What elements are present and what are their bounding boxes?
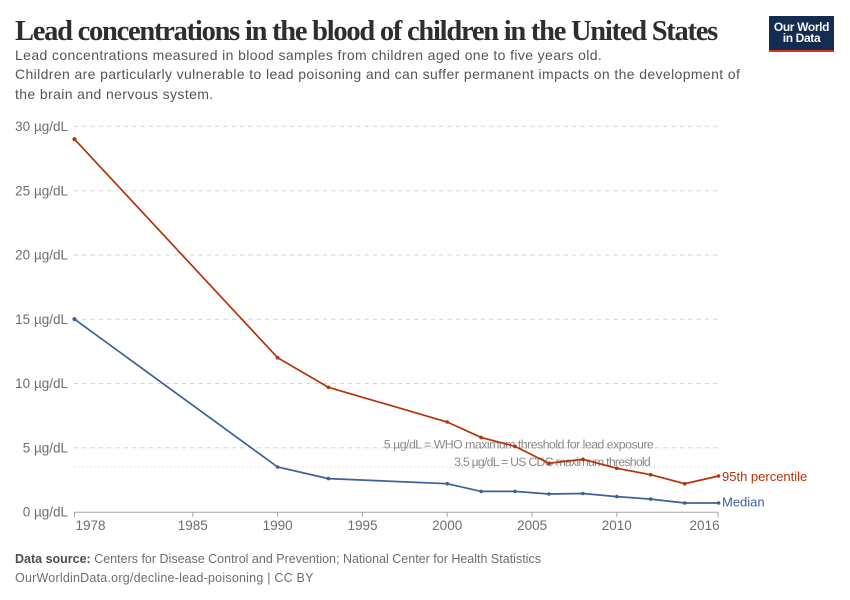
svg-text:Median: Median: [722, 495, 765, 510]
svg-text:5 µg/dL = WHO maximum threshol: 5 µg/dL = WHO maximum threshold for lead…: [384, 437, 654, 451]
svg-text:1995: 1995: [347, 518, 377, 533]
svg-text:95th percentile: 95th percentile: [722, 469, 807, 484]
svg-text:1978: 1978: [76, 518, 106, 533]
svg-text:2005: 2005: [517, 518, 547, 533]
svg-text:1985: 1985: [178, 518, 208, 533]
svg-text:2000: 2000: [432, 518, 462, 533]
svg-text:1990: 1990: [263, 518, 293, 533]
svg-text:3.5 µg/dL = US CDC maximum thr: 3.5 µg/dL = US CDC maximum threshold: [454, 455, 651, 469]
svg-text:25 µg/dL: 25 µg/dL: [15, 183, 68, 198]
svg-text:10 µg/dL: 10 µg/dL: [15, 376, 68, 391]
svg-text:0 µg/dL: 0 µg/dL: [23, 505, 69, 520]
svg-text:20 µg/dL: 20 µg/dL: [15, 248, 68, 263]
svg-text:30 µg/dL: 30 µg/dL: [15, 119, 68, 134]
svg-text:15 µg/dL: 15 µg/dL: [15, 312, 68, 327]
svg-text:2010: 2010: [602, 518, 632, 533]
svg-text:2016: 2016: [690, 518, 720, 533]
svg-text:5 µg/dL: 5 µg/dL: [23, 441, 69, 456]
